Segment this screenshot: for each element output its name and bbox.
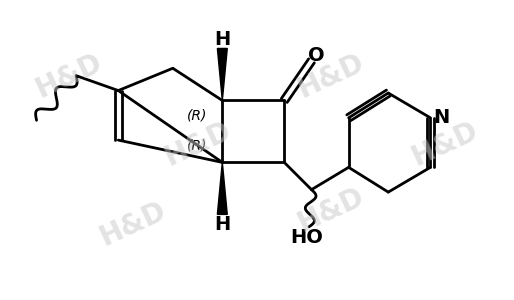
Text: H&D: H&D <box>293 182 369 237</box>
Text: H&D: H&D <box>293 48 369 103</box>
Text: H: H <box>214 215 230 234</box>
Text: H: H <box>214 30 230 49</box>
Text: HO: HO <box>290 228 323 247</box>
Text: N: N <box>433 108 449 127</box>
Text: O: O <box>308 46 325 65</box>
Polygon shape <box>217 48 227 100</box>
Text: (R): (R) <box>188 138 208 152</box>
Polygon shape <box>217 162 227 214</box>
Text: H&D: H&D <box>31 48 106 103</box>
Text: H&D: H&D <box>96 197 171 252</box>
Text: H&D: H&D <box>160 116 235 172</box>
Text: (R): (R) <box>188 108 208 122</box>
Text: H&D: H&D <box>408 116 483 172</box>
